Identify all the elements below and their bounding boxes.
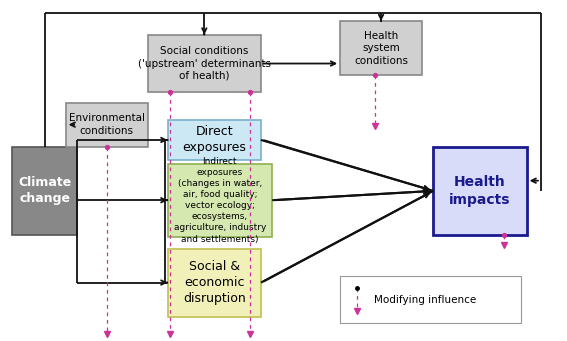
Text: Health
impacts: Health impacts [449, 175, 511, 207]
Text: Climate
change: Climate change [18, 176, 71, 205]
FancyBboxPatch shape [168, 164, 272, 237]
Text: Indirect
exposures
(changes in water,
air, food quality;
vector ecology;
ecosyst: Indirect exposures (changes in water, ai… [174, 157, 266, 243]
FancyBboxPatch shape [12, 147, 77, 235]
Text: Social conditions
('upstream' determinants
of health): Social conditions ('upstream' determinan… [138, 46, 271, 81]
FancyBboxPatch shape [168, 249, 261, 316]
FancyBboxPatch shape [340, 21, 422, 75]
FancyBboxPatch shape [148, 35, 261, 92]
Text: Environmental
conditions: Environmental conditions [69, 114, 145, 136]
Text: Direct
exposures: Direct exposures [182, 125, 246, 154]
FancyBboxPatch shape [340, 276, 521, 323]
FancyBboxPatch shape [433, 147, 527, 235]
Text: Health
system
conditions: Health system conditions [354, 31, 408, 65]
FancyBboxPatch shape [168, 120, 261, 160]
Text: Modifying influence: Modifying influence [374, 295, 476, 305]
FancyBboxPatch shape [66, 103, 148, 147]
Text: Social &
economic
disruption: Social & economic disruption [183, 260, 246, 305]
